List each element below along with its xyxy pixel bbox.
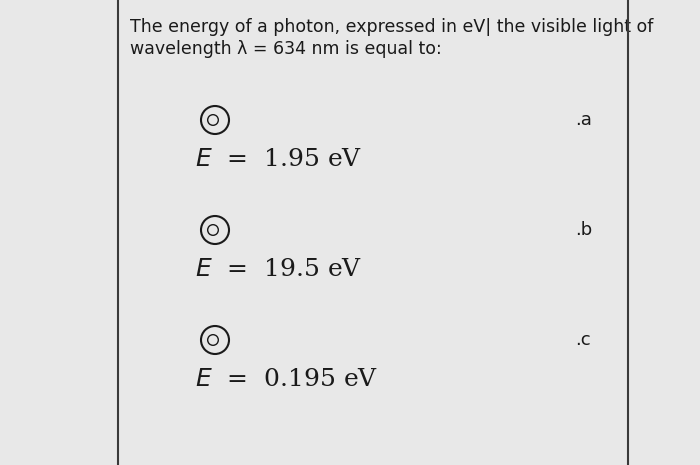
Text: $\mathit{E}$  =  1.95 eV: $\mathit{E}$ = 1.95 eV <box>195 148 363 171</box>
Text: $\mathit{E}$  =  0.195 eV: $\mathit{E}$ = 0.195 eV <box>195 368 378 391</box>
Text: wavelength λ = 634 nm is equal to:: wavelength λ = 634 nm is equal to: <box>130 40 442 58</box>
Text: $\mathit{E}$  =  19.5 eV: $\mathit{E}$ = 19.5 eV <box>195 258 363 281</box>
Text: The energy of a photon, expressed in eV| the visible light of: The energy of a photon, expressed in eV|… <box>130 18 653 36</box>
Text: .c: .c <box>575 331 591 349</box>
Text: .b: .b <box>575 221 592 239</box>
Text: .a: .a <box>575 111 592 129</box>
